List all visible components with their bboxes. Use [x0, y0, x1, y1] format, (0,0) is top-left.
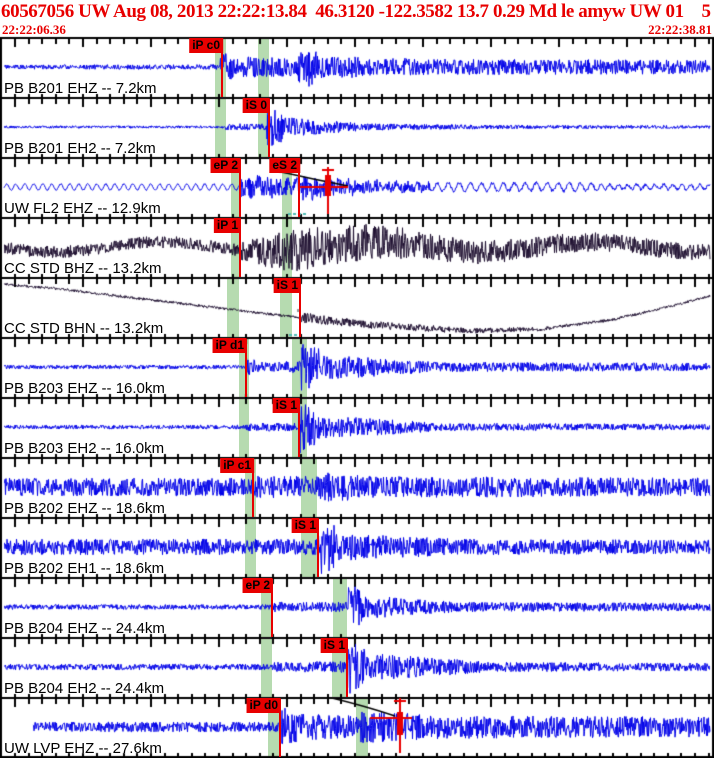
pick-line[interactable]: [298, 159, 300, 217]
pick-line[interactable]: [279, 699, 281, 757]
pick-line[interactable]: [298, 399, 300, 457]
pick-line[interactable]: [252, 459, 254, 517]
trace-label: UW FL2 EHZ -- 12.9km: [4, 200, 161, 217]
pick-flag[interactable]: iP 1: [213, 218, 241, 233]
pick-line[interactable]: [221, 39, 223, 97]
pick-flag[interactable]: iS 0: [242, 98, 270, 113]
trace-label: PB B201 EHZ -- 7.2km: [4, 80, 157, 97]
trace-label: PB B203 EH2 -- 16.0km: [4, 440, 165, 457]
pick-flag[interactable]: iS 1: [291, 518, 319, 533]
trace-label: PB B201 EH2 -- 7.2km: [4, 140, 156, 157]
trace-label: CC STD BHZ -- 13.2km: [4, 260, 162, 277]
pick-flag[interactable]: iS 1: [320, 638, 348, 653]
pick-flag[interactable]: iS 1: [272, 398, 300, 413]
pick-line[interactable]: [299, 279, 301, 337]
trace-label: UW LVP EHZ -- 27.6km: [4, 740, 162, 757]
pick-line[interactable]: [239, 219, 241, 277]
trace-label: PB B204 EH2 -- 24.4km: [4, 680, 165, 697]
trace-label: PB B203 EHZ -- 16.0km: [4, 380, 165, 397]
pick-flag[interactable]: eP 2: [210, 158, 241, 173]
pick-flag[interactable]: eP 2: [242, 578, 273, 593]
pick-flag[interactable]: iS 1: [273, 278, 301, 293]
trace-label: PB B202 EH1 -- 18.6km: [4, 560, 165, 577]
pick-flag[interactable]: iP c0: [189, 38, 223, 53]
pick-flag[interactable]: iP d0: [246, 698, 281, 713]
pick-line[interactable]: [346, 639, 348, 697]
trace-label: PB B202 EHZ -- 18.6km: [4, 500, 165, 517]
pick-line[interactable]: [271, 579, 273, 637]
trace-label: PB B204 EHZ -- 24.4km: [4, 620, 165, 637]
pick-flag[interactable]: iP c1: [220, 458, 254, 473]
pick-line[interactable]: [245, 339, 247, 397]
pick-line[interactable]: [317, 519, 319, 577]
pick-flag[interactable]: iP d1: [212, 338, 247, 353]
trace-label: CC STD BHN -- 13.2km: [4, 320, 164, 337]
pick-line[interactable]: [268, 99, 270, 157]
pick-line[interactable]: [239, 159, 241, 217]
pick-flag[interactable]: eS 2: [269, 158, 300, 173]
